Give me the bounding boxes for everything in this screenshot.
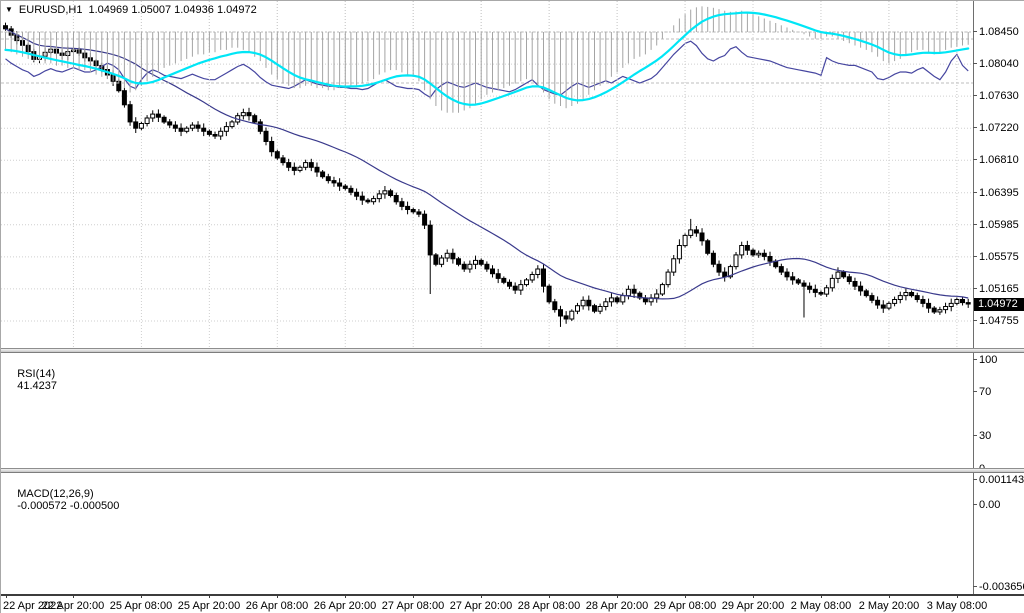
price-axis-label: 1.08450 (973, 26, 1019, 38)
time-axis[interactable]: 22 Apr 2022 22 Apr 20:00 25 Apr 08:00 25 Ap… (1, 594, 1024, 613)
macd-histogram (5, 6, 969, 113)
symbol-dropdown-icon[interactable]: ▼ (5, 5, 13, 14)
price-axis-label: 1.08040 (973, 58, 1019, 70)
price-axis-label: 1.05575 (973, 251, 1019, 263)
time-axis-tick (889, 594, 890, 598)
ohlc-values-label: 1.04969 1.05007 1.04936 1.04972 (88, 4, 257, 16)
time-axis-tick (413, 594, 414, 598)
macd-caption: MACD(12,26,9) -0.000572 -0.000500 (5, 476, 119, 524)
macd-axis-label: 0.00 (972, 499, 1001, 511)
price-axis-label: 1.05165 (973, 283, 1019, 295)
chart-title-bar: ▼ EURUSD,H1 1.04969 1.05007 1.04936 1.04… (5, 4, 257, 16)
time-axis-label: 29 Apr 20:00 (721, 600, 785, 612)
rsi-axis-label: 30 (972, 430, 992, 442)
time-axis-label: 26 Apr 20:00 (313, 600, 377, 612)
time-axis-tick (685, 594, 686, 598)
price-axis-label: 1.06810 (973, 154, 1019, 166)
panel-splitter-rsi[interactable] (1, 348, 1024, 353)
time-axis-label: 28 Apr 08:00 (517, 600, 581, 612)
rsi-value-label: 41.4237 (17, 380, 57, 392)
rsi-name-label: RSI(14) (17, 368, 56, 380)
moving-average-line (5, 28, 969, 300)
rsi-axis-label: 70 (972, 386, 992, 398)
time-axis-label: 27 Apr 20:00 (449, 600, 513, 612)
current-price-tag: 1.04972 (974, 298, 1024, 311)
time-axis-tick (617, 594, 618, 598)
rsi-axis-label: 100 (972, 354, 998, 366)
time-axis-tick (6, 594, 7, 598)
time-axis-label: 2 May 20:00 (858, 600, 920, 612)
time-axis-tick (345, 594, 346, 598)
time-axis-tick (753, 594, 754, 598)
time-axis-tick (957, 594, 958, 598)
time-axis-label: 28 Apr 20:00 (585, 600, 649, 612)
time-axis-label: 29 Apr 08:00 (653, 600, 717, 612)
macd-axis-label: -0.003656 (973, 581, 1024, 593)
time-axis-label: 27 Apr 08:00 (381, 600, 445, 612)
price-axis-label: 1.05985 (973, 219, 1019, 231)
time-axis-tick (481, 594, 482, 598)
rsi-caption: RSI(14) 41.4237 (5, 356, 57, 404)
time-axis-tick (277, 594, 278, 598)
time-axis-label: 22 Apr 2022 (3, 600, 63, 612)
time-axis-tick (549, 594, 550, 598)
time-axis-tick (73, 594, 74, 598)
macd-axis-label: 0.001143 (972, 474, 1024, 486)
macd-values-label: -0.000572 -0.000500 (17, 500, 120, 512)
macd-name-label: MACD(12,26,9) (17, 488, 94, 500)
time-axis-label: 25 Apr 08:00 (109, 600, 173, 612)
macd-signal-line (4, 11, 970, 106)
price-axis-label: 1.07220 (973, 122, 1019, 134)
time-axis-label: 22 Apr 20:00 (41, 600, 105, 612)
time-axis-label: 3 May 08:00 (926, 600, 988, 612)
price-axis-label: 1.06395 (973, 187, 1019, 199)
macd-indicator-canvas[interactable] (1, 1, 973, 122)
panel-splitter-macd[interactable] (1, 468, 1024, 473)
time-axis-label: 25 Apr 20:00 (177, 600, 241, 612)
time-axis-label: 26 Apr 08:00 (245, 600, 309, 612)
time-axis-tick (821, 594, 822, 598)
price-axis[interactable] (973, 1, 1024, 594)
time-axis-tick (209, 594, 210, 598)
time-axis-tick (141, 594, 142, 598)
time-axis-label: 2 May 08:00 (790, 600, 852, 612)
price-axis-label: 1.04755 (973, 315, 1019, 327)
price-axis-label: 1.07630 (973, 90, 1019, 102)
symbol-period-label: EURUSD,H1 (18, 4, 83, 16)
